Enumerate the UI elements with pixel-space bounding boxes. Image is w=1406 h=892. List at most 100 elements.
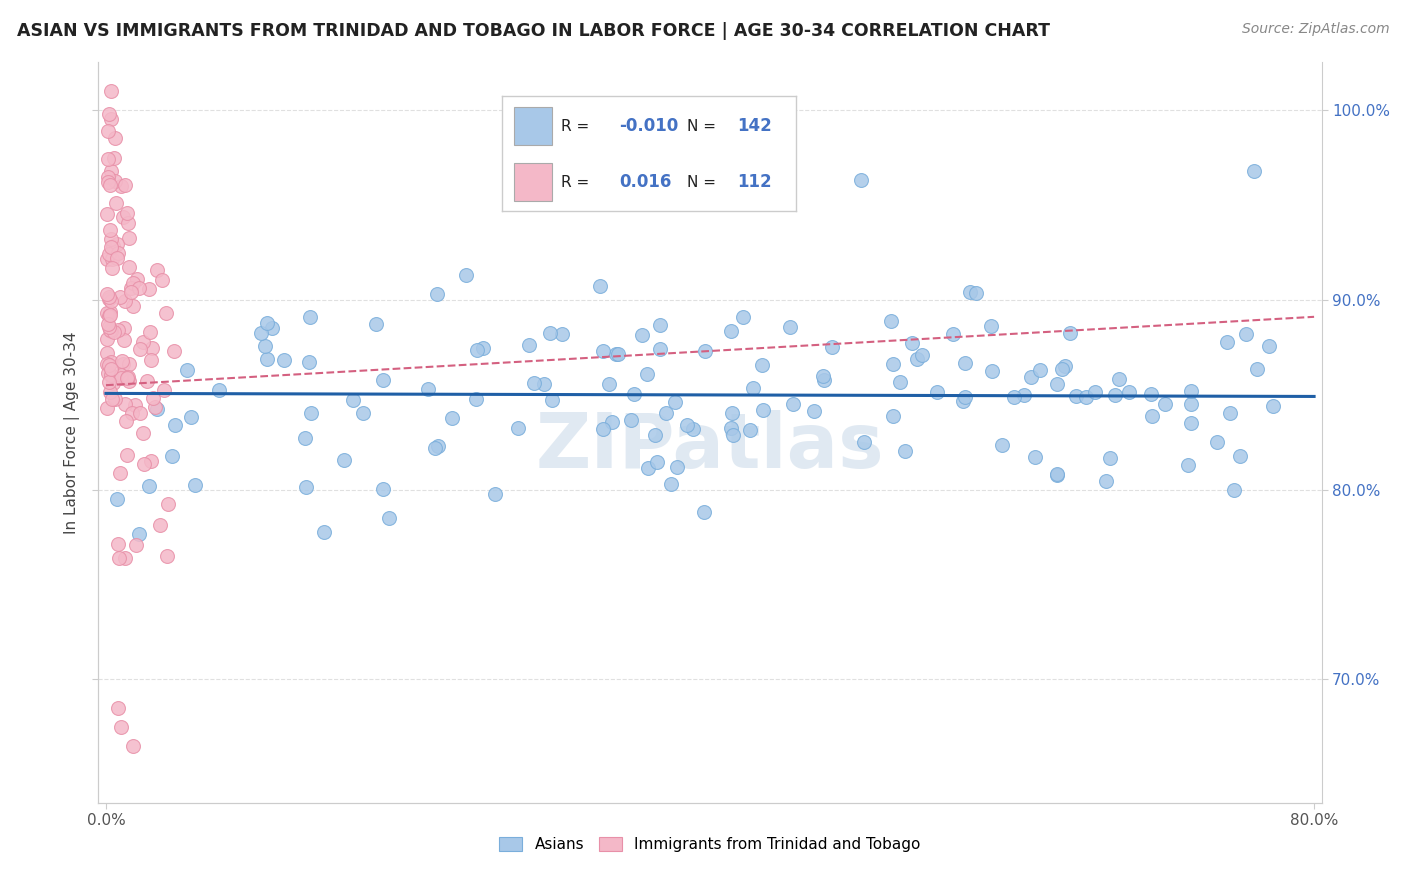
Point — [637, 461, 659, 475]
Point — [880, 314, 903, 328]
Point — [114, 397, 136, 411]
Point — [100, 355, 122, 369]
Point — [721, 428, 744, 442]
Point — [101, 376, 124, 390]
Point — [114, 294, 136, 309]
Point — [1029, 363, 1052, 377]
Point — [128, 527, 150, 541]
Point — [101, 252, 124, 266]
Point — [1219, 406, 1241, 420]
Point — [117, 216, 139, 230]
Point — [110, 368, 132, 383]
Point — [882, 357, 904, 371]
Point — [889, 375, 911, 389]
Point — [253, 339, 276, 353]
Point — [1064, 388, 1087, 402]
Point — [98, 106, 121, 120]
Point — [1046, 467, 1069, 482]
Point — [98, 222, 121, 236]
Point — [1153, 397, 1175, 411]
Point — [821, 340, 844, 354]
Point — [682, 422, 704, 436]
Point — [100, 324, 122, 338]
Point — [1046, 377, 1069, 392]
Point — [299, 406, 322, 420]
Point — [1140, 387, 1163, 401]
Point — [96, 287, 118, 301]
Point — [96, 358, 118, 372]
Point — [659, 476, 682, 491]
Point — [110, 178, 132, 193]
Point — [96, 346, 118, 360]
Point — [107, 701, 129, 715]
Point — [779, 320, 801, 334]
Point — [110, 467, 132, 481]
Point — [96, 252, 118, 267]
Point — [100, 392, 122, 406]
Point — [1019, 370, 1042, 384]
Point — [901, 336, 924, 351]
Point — [138, 282, 160, 296]
Point — [100, 294, 122, 309]
Point — [118, 260, 141, 274]
Point — [97, 152, 120, 166]
Point — [852, 435, 875, 450]
Point — [1215, 334, 1237, 349]
Point — [121, 276, 143, 290]
Point — [146, 401, 169, 416]
Point — [97, 170, 120, 185]
Text: ZIPatlas: ZIPatlas — [536, 410, 884, 484]
Point — [98, 308, 121, 322]
Point — [105, 251, 128, 265]
Point — [1118, 385, 1140, 400]
Point — [97, 320, 120, 334]
Point — [142, 391, 165, 405]
Point — [132, 334, 155, 349]
Point — [107, 246, 129, 260]
Point — [299, 310, 322, 324]
Point — [953, 356, 976, 370]
Point — [128, 343, 150, 357]
Point — [813, 374, 835, 388]
Point — [1180, 384, 1202, 398]
Point — [97, 292, 120, 306]
Point — [676, 417, 699, 432]
Point — [121, 407, 143, 421]
Text: Source: ZipAtlas.com: Source: ZipAtlas.com — [1241, 22, 1389, 37]
Point — [97, 358, 120, 372]
Point — [98, 375, 121, 389]
Point — [1002, 390, 1025, 404]
Point — [541, 393, 564, 408]
Point — [952, 394, 974, 409]
Point — [149, 518, 172, 533]
Point — [551, 326, 574, 341]
Point — [1180, 416, 1202, 430]
Point — [631, 328, 654, 343]
Point — [650, 342, 672, 356]
Point — [942, 327, 965, 342]
Point — [1261, 399, 1284, 413]
Point — [849, 173, 872, 187]
Point — [1142, 409, 1164, 424]
Point — [100, 368, 122, 382]
Point — [894, 444, 917, 458]
Point — [104, 131, 127, 145]
Point — [636, 367, 658, 381]
Point — [1084, 384, 1107, 399]
Point — [620, 412, 643, 426]
Point — [103, 326, 125, 340]
Point — [1258, 339, 1281, 353]
Point — [100, 232, 122, 246]
Point — [120, 285, 142, 299]
Point — [607, 346, 630, 360]
Point — [141, 352, 163, 367]
Point — [107, 492, 129, 507]
Point — [1059, 326, 1081, 341]
Point — [114, 550, 136, 565]
Point — [959, 285, 981, 300]
Point — [97, 175, 120, 189]
Point — [250, 326, 273, 341]
Point — [96, 332, 118, 346]
Point — [111, 211, 134, 225]
Point — [811, 368, 834, 383]
